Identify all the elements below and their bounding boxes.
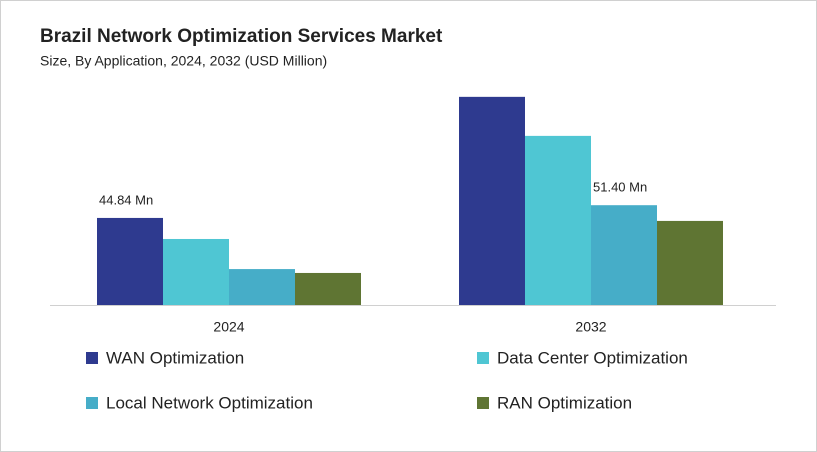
bar — [229, 269, 295, 305]
bar — [97, 217, 163, 305]
legend-swatch — [86, 397, 98, 409]
chart-title: Brazil Network Optimization Services Mar… — [40, 26, 443, 47]
legend-label: WAN Optimization — [106, 348, 244, 367]
legend-label: RAN Optimization — [497, 393, 632, 412]
chart-subtitle: Size, By Application, 2024, 2032 (USD Mi… — [40, 53, 327, 69]
legend-swatch — [477, 352, 489, 364]
bar — [163, 238, 229, 305]
bar — [459, 96, 525, 305]
bar — [295, 272, 361, 305]
legend-swatch — [477, 397, 489, 409]
bar — [525, 135, 591, 305]
x-tick-label: 2032 — [575, 319, 606, 335]
data-label: 44.84 Mn — [99, 192, 153, 207]
legend-swatch — [86, 352, 98, 364]
data-label: 51.40 Mn — [593, 180, 647, 195]
x-tick-label: 2024 — [213, 319, 244, 335]
legend-label: Data Center Optimization — [497, 348, 688, 367]
legend-label: Local Network Optimization — [106, 393, 313, 412]
bar — [591, 205, 657, 305]
bar — [657, 220, 723, 305]
